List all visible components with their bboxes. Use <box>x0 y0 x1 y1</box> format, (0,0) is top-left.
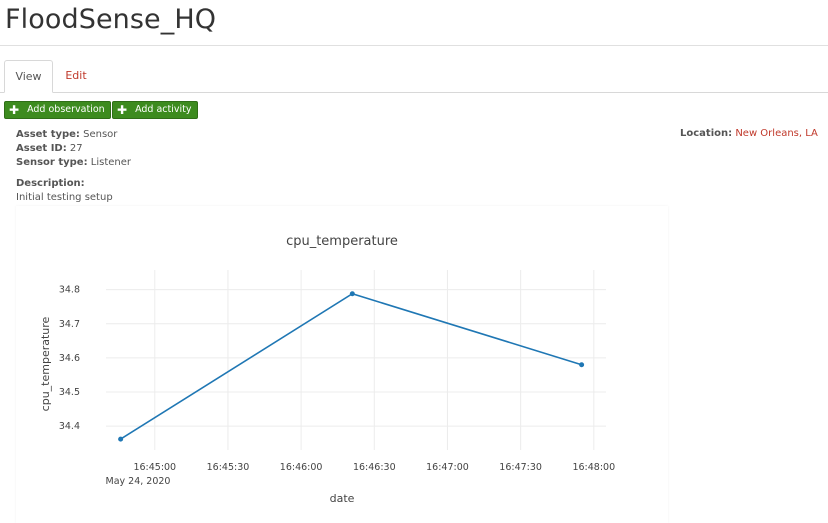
y-tick-label: 34.4 <box>59 421 80 432</box>
asset-type-label: Asset type: <box>16 129 80 140</box>
tab-view[interactable]: View <box>4 60 53 93</box>
tab-edit[interactable]: Edit <box>65 69 87 82</box>
description-label: Description: <box>16 178 85 189</box>
add-activity-button[interactable]: ✚ Add activity <box>112 101 198 119</box>
description-value: Initial testing setup <box>16 192 113 203</box>
plus-icon: ✚ <box>117 103 128 117</box>
y-tick-label: 34.5 <box>59 387 80 398</box>
plus-icon: ✚ <box>9 103 20 117</box>
add-observation-button[interactable]: ✚ Add observation <box>4 101 111 119</box>
add-observation-label: Add observation <box>27 104 105 115</box>
x-tick-label: 16:47:00 <box>426 462 469 473</box>
asset-id-row: Asset ID: 27 <box>16 142 83 156</box>
data-point[interactable] <box>349 291 355 297</box>
x-axis-date-label: May 24, 2020 <box>106 476 171 487</box>
x-tick-label: 16:48:00 <box>572 462 615 473</box>
y-tick-label: 34.8 <box>59 285 80 296</box>
x-tick-label: 16:45:30 <box>207 462 250 473</box>
asset-id-value: 27 <box>69 143 83 154</box>
asset-type-value: Sensor <box>83 129 118 140</box>
location-row: Location: New Orleans, LA <box>680 128 818 139</box>
asset-id-label: Asset ID: <box>16 143 67 154</box>
y-axis-label: cpu_temperature <box>39 316 52 411</box>
cpu-temperature-chart[interactable]: cpu_temperature 34.4 34.5 34.6 34.7 34.8 16:… <box>16 206 668 523</box>
x-tick-label: 16:47:30 <box>499 462 542 473</box>
y-tick-label: 34.7 <box>59 319 80 330</box>
chart-title: cpu_temperature <box>286 234 398 249</box>
page-title: FloodSense_HQ <box>5 4 217 35</box>
x-axis-label: date <box>330 492 355 505</box>
series-line <box>120 292 582 440</box>
y-tick-label: 34.6 <box>59 353 80 364</box>
x-tick-label: 16:46:00 <box>280 462 323 473</box>
location-label: Location: <box>680 128 733 139</box>
data-point[interactable] <box>118 436 124 442</box>
chart-panel: cpu_temperature 34.4 34.5 34.6 34.7 34.8 16:… <box>16 206 668 523</box>
chart-grid <box>106 270 606 450</box>
x-tick-label: 16:46:30 <box>353 462 396 473</box>
title-divider <box>0 45 828 46</box>
description-heading-row: Description: <box>16 177 85 191</box>
sensor-type-label: Sensor type: <box>16 157 88 168</box>
chart-series <box>118 291 585 442</box>
asset-type-row: Asset type: Sensor <box>16 128 117 142</box>
data-point[interactable] <box>579 362 585 368</box>
add-activity-label: Add activity <box>135 104 192 115</box>
location-link[interactable]: New Orleans, LA <box>735 128 818 139</box>
sensor-type-value: Listener <box>90 157 131 168</box>
sensor-type-row: Sensor type: Listener <box>16 156 131 170</box>
x-axis-ticks: 16:45:00 16:45:30 16:46:00 16:46:30 16:47:00… <box>133 462 615 473</box>
tab-bar: View Edit <box>0 60 828 93</box>
y-axis-ticks: 34.4 34.5 34.6 34.7 34.8 <box>59 285 80 432</box>
x-tick-label: 16:45:00 <box>133 462 176 473</box>
